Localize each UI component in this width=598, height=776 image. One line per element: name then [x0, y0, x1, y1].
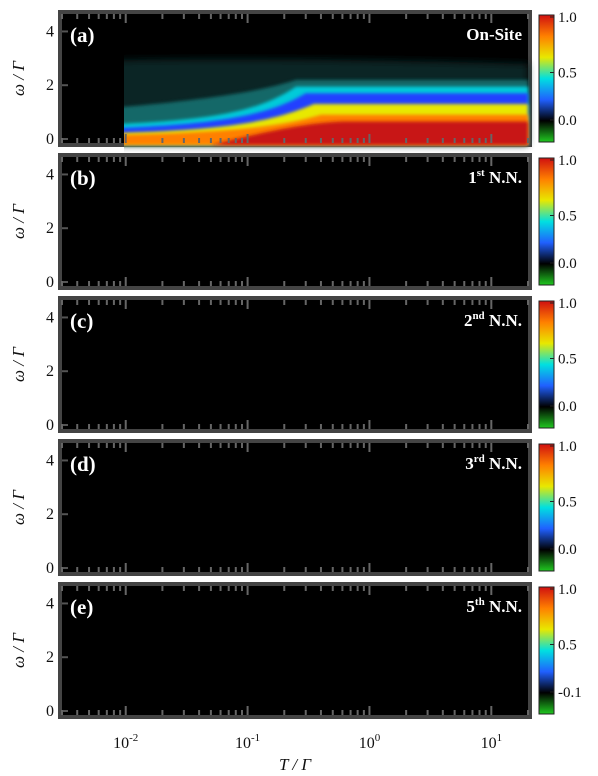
y-tick-label: 0 — [46, 274, 54, 291]
x-axis: 10-2 10-1 100 101 — [113, 732, 502, 752]
y-axis-label: ω / Γ — [9, 489, 28, 525]
panel-b: (b) 1st N.N. 0 2 4 ω / Γ 1.0 0.5 0.0 — [9, 153, 577, 291]
colorbar-tick-label: 0.5 — [558, 66, 577, 82]
panel-c: (c) 2nd N.N. 0 2 4 ω / Γ 1.0 0.5 0.0 — [9, 296, 577, 434]
y-tick-label: 2 — [46, 220, 54, 237]
colorbar-tick-label: 0.5 — [558, 209, 577, 225]
panel-label: (a) — [70, 23, 95, 47]
colorbar-tick-label: 1.0 — [558, 153, 577, 169]
y-tick-label: 0 — [46, 131, 54, 148]
plot-area — [58, 153, 532, 290]
heatmap-contour — [210, 121, 528, 145]
colorbar-tick-label: 1.0 — [558, 439, 577, 455]
y-tick-label: 2 — [46, 363, 54, 380]
y-tick-label: 2 — [46, 649, 54, 666]
panel-title: 2nd N.N. — [464, 310, 522, 330]
panel-label: (b) — [70, 166, 96, 190]
y-tick-label: 2 — [46, 77, 54, 94]
panel-title: On-Site — [466, 25, 522, 44]
y-tick-label: 4 — [46, 309, 54, 326]
colorbar-tick-label: 0.5 — [558, 352, 577, 368]
colorbar-tick-label: 0.5 — [558, 495, 577, 511]
x-ticks — [61, 14, 529, 143]
y-axis-label: ω / Γ — [9, 203, 28, 239]
y-tick-label: 4 — [46, 23, 54, 40]
colorbar — [538, 300, 555, 429]
y-axis-label: ω / Γ — [9, 60, 28, 96]
x-ticks — [61, 300, 529, 429]
y-axis-label: ω / Γ — [9, 632, 28, 668]
y-axis-label: ω / Γ — [9, 346, 28, 382]
x-axis-label: T / Γ — [279, 755, 312, 774]
x-tick-label: 101 — [481, 732, 503, 752]
panel-title: 1st N.N. — [468, 167, 522, 187]
y-tick-label: 4 — [46, 452, 54, 469]
x-tick-label: 10-2 — [113, 732, 138, 752]
colorbar-tick-label: 0.5 — [558, 638, 577, 654]
colorbar-tick-label: 1.0 — [558, 582, 577, 598]
colorbar — [538, 443, 555, 572]
colorbar-tick-label: 1.0 — [558, 10, 577, 26]
colorbar-tick-label: 1.0 — [558, 296, 577, 312]
y-tick-label: 4 — [46, 595, 54, 612]
y-tick-label: 0 — [46, 703, 54, 720]
panel-d: (d) 3rd N.N. 0 2 4 ω / Γ 1.0 0.5 0.0 — [9, 439, 577, 577]
plot-area — [58, 582, 532, 719]
panel-title: 3rd N.N. — [465, 453, 522, 473]
x-ticks — [61, 157, 529, 286]
y-tick-label: 2 — [46, 506, 54, 523]
plot-area — [58, 439, 532, 576]
colorbar — [538, 157, 555, 286]
panels: (a) On-Site 0 2 4 ω / Γ 1.0 0.5 0.0 (b) 1st N.N. 0 2… — [9, 10, 582, 720]
x-ticks — [61, 586, 529, 715]
x-tick-label: 100 — [359, 732, 381, 752]
colorbar-tick-label: -0.1 — [558, 685, 582, 701]
x-tick-label: 10-1 — [235, 732, 260, 752]
panel-e: (e) 5th N.N. 0 2 4 ω / Γ 1.0 0.5 -0.1 — [9, 582, 582, 720]
heatmap — [124, 59, 528, 145]
colorbar-tick-label: 0.0 — [558, 399, 577, 415]
panel-label: (d) — [70, 452, 96, 476]
colorbar — [538, 586, 555, 715]
panel-title: 5th N.N. — [466, 596, 522, 616]
colorbar — [538, 14, 555, 143]
plot-area — [58, 296, 532, 433]
x-ticks — [61, 443, 529, 572]
panel-a: (a) On-Site 0 2 4 ω / Γ 1.0 0.5 0.0 — [9, 10, 577, 148]
y-tick-label: 0 — [46, 417, 54, 434]
panel-label: (c) — [70, 309, 93, 333]
colorbar-tick-label: 0.0 — [558, 256, 577, 272]
colorbar-tick-label: 0.0 — [558, 542, 577, 558]
y-tick-label: 4 — [46, 166, 54, 183]
y-tick-label: 0 — [46, 560, 54, 577]
panel-label: (e) — [70, 595, 93, 619]
colorbar-tick-label: 0.0 — [558, 113, 577, 129]
